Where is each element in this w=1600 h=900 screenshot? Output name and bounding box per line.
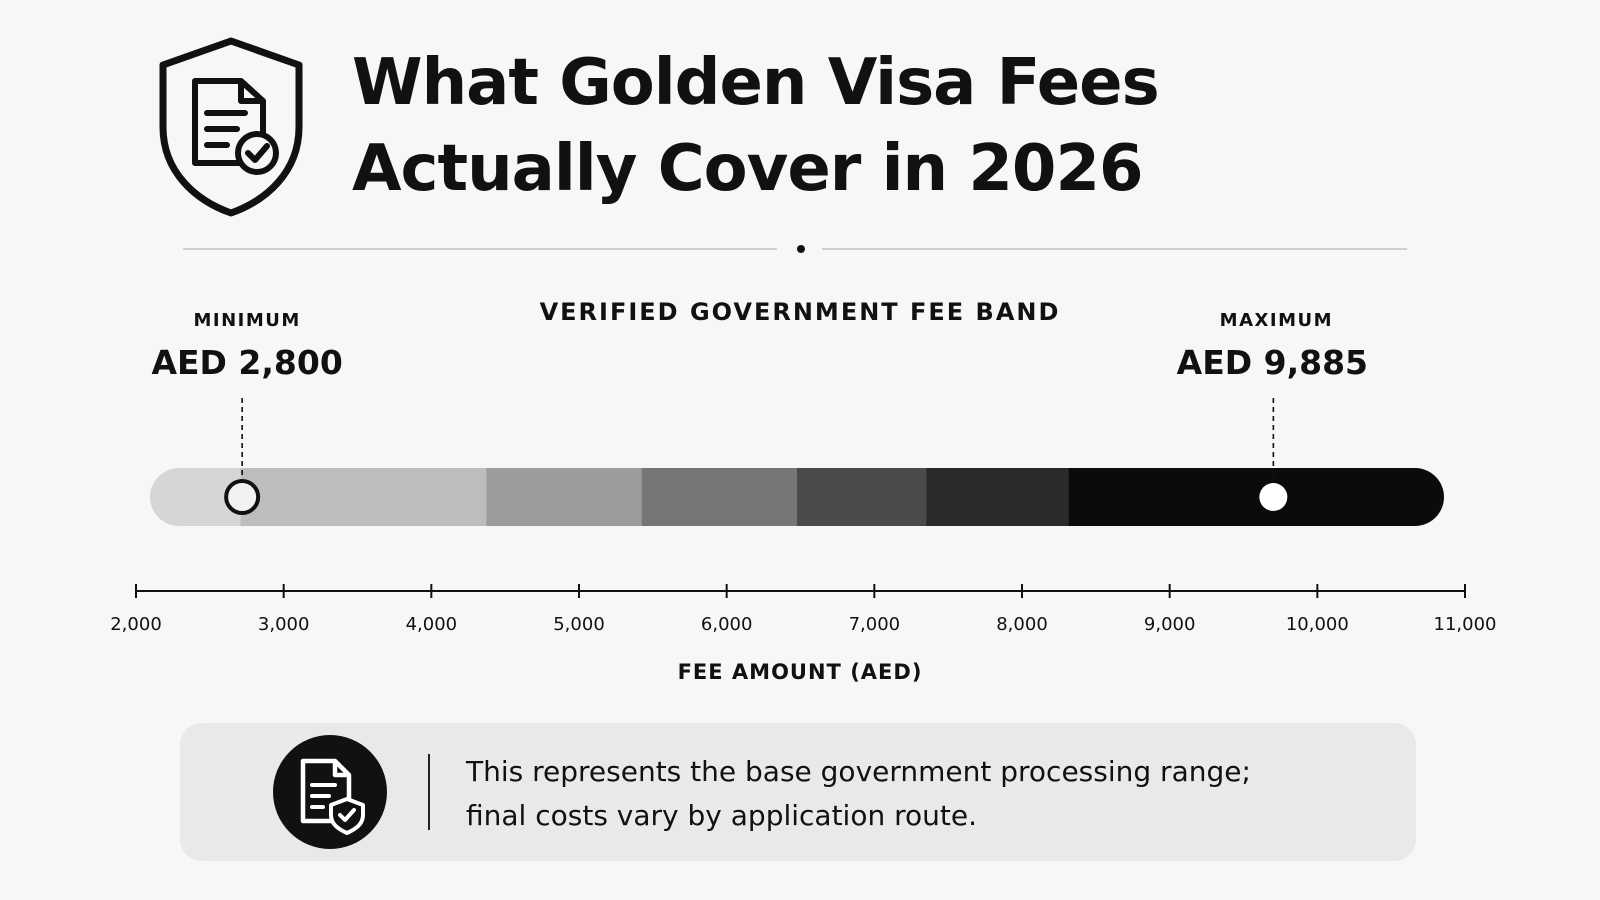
x-tick-label-3000: 3,000 [258,614,310,635]
note-separator [428,754,430,830]
maximum-value: AED 9,885 [1176,343,1369,382]
x-axis-label: FEE AMOUNT (AED) [677,660,923,684]
note-text-line-2: final costs vary by application route. [466,799,977,832]
maximum-marker-dot [1259,483,1288,511]
x-tick-label-4000: 4,000 [406,614,458,635]
chart-title: VERIFIED GOVERNMENT FEE BAND [539,298,1061,326]
page-title-line-2: Actually Cover in 2026 [352,132,1144,206]
note-text-line-1: This represents the base government proc… [466,755,1251,788]
minimum-value: AED 2,800 [151,343,343,382]
x-tick-label-6000: 6,000 [701,614,753,635]
x-tick-label-2000: 2,000 [110,614,162,635]
info-note: This represents the base government proc… [180,723,1416,861]
x-tick-label-11000: 11,000 [1434,614,1497,635]
maximum-label: MAXIMUM [1219,310,1334,331]
x-tick-label-9000: 9,000 [1144,614,1196,635]
fee-band-chart: 2,000 3,000 4,000 5,000 6,000 7,000 8,000 9,000… [110,398,1497,635]
note-text: This represents the base government proc… [466,750,1386,838]
x-tick-label-10000: 10,000 [1286,614,1349,635]
x-tick-label-5000: 5,000 [553,614,605,635]
page-title: What Golden Visa Fees Actually Cover in … [352,40,1502,212]
band-segment-7 [1068,468,1444,526]
divider-right [822,248,1407,250]
document-shield-icon [273,735,387,849]
minimum-marker-dot [224,479,261,515]
band-segment-6 [926,468,1070,526]
band-segment-3 [486,468,643,526]
x-tick-label-8000: 8,000 [996,614,1048,635]
x-tick-label-7000: 7,000 [849,614,901,635]
band-segment-5 [797,468,927,526]
shield-document-check-icon [159,37,303,217]
page-title-line-1: What Golden Visa Fees [352,46,1160,120]
band-segment-4 [641,468,798,526]
band-segment-2 [240,468,487,526]
divider-dot [797,245,805,253]
divider-left [183,248,777,250]
minimum-label: MINIMUM [193,310,301,331]
